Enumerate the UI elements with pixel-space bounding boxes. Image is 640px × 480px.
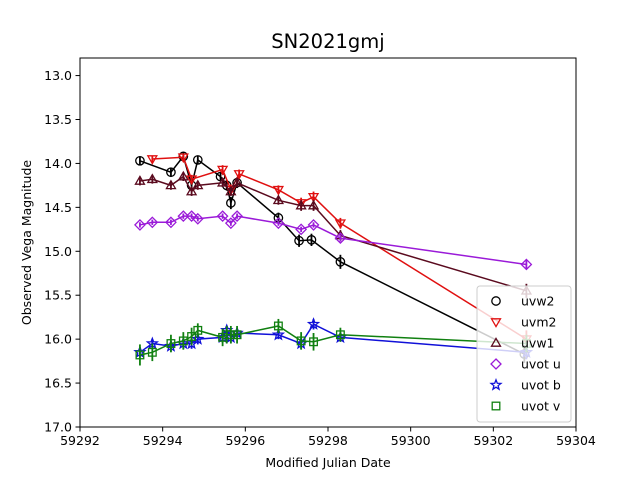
data-point <box>185 185 198 196</box>
data-point <box>335 256 346 267</box>
legend-marker <box>491 401 501 411</box>
data-point <box>307 199 320 210</box>
y-axis-ticks: 13.0 13.5 14.0 14.5 15.0 15.5 16.0 16.5 17.0 <box>44 68 80 435</box>
data-point <box>165 179 177 190</box>
x-tick-label: 59304 <box>556 433 596 448</box>
data-point <box>224 217 237 230</box>
data-point <box>216 165 229 176</box>
legend: uvw2 uvm2 uvw1 uvot u uvot b uvot v <box>476 285 572 423</box>
y-tick-label: 13.0 <box>44 68 72 83</box>
data-point <box>294 235 304 246</box>
data-point <box>146 216 159 229</box>
data-point <box>185 175 198 186</box>
x-tick-label: 59300 <box>391 433 431 448</box>
data-point <box>135 155 145 166</box>
x-tick-label: 59296 <box>225 433 265 448</box>
y-tick-label: 14.5 <box>44 200 72 215</box>
data-point <box>231 210 243 223</box>
data-point <box>272 194 285 205</box>
data-point <box>309 337 318 347</box>
data-point <box>166 167 176 178</box>
data-point <box>306 235 317 245</box>
series-uvot-v <box>135 318 531 366</box>
data-point <box>306 317 321 330</box>
legend-label: uvm2 <box>521 315 556 330</box>
legend-marker <box>491 296 501 306</box>
y-tick-label: 14.0 <box>44 156 72 171</box>
data-point <box>192 179 204 190</box>
data-point <box>147 347 157 357</box>
y-tick-label: 17.0 <box>44 420 72 435</box>
data-point <box>226 330 236 340</box>
data-point <box>520 258 533 271</box>
legend-marker <box>490 337 502 347</box>
data-point <box>231 176 243 187</box>
data-point <box>192 155 203 165</box>
x-tick-label: 59294 <box>143 433 183 448</box>
legend-marker <box>490 358 502 370</box>
legend-label: uvw2 <box>521 294 555 309</box>
legend-marker <box>489 377 503 391</box>
data-point <box>187 332 197 341</box>
data-point <box>135 350 145 360</box>
x-axis-label: Modified Julian Date <box>265 455 391 470</box>
data-point <box>226 198 236 208</box>
data-point <box>177 170 189 181</box>
data-point <box>335 330 345 340</box>
data-point <box>146 173 158 184</box>
x-tick-label: 59302 <box>473 433 513 448</box>
x-tick-label: 59298 <box>308 433 348 448</box>
data-point <box>185 210 198 223</box>
legend-label: uvot b <box>521 378 561 393</box>
data-point <box>296 336 306 346</box>
data-point <box>191 212 204 225</box>
legend-marker <box>490 318 502 328</box>
data-point <box>165 216 177 229</box>
data-point <box>166 339 176 348</box>
data-point <box>178 336 188 346</box>
x-tick-label: 59292 <box>60 433 100 448</box>
data-point <box>295 199 307 210</box>
legend-label: uvw1 <box>521 336 555 351</box>
plot-frame <box>79 57 577 428</box>
x-axis-ticks: 59292 59294 59296 59298 59300 59302 59304 <box>60 427 596 448</box>
y-tick-label: 15.0 <box>44 244 72 259</box>
data-point <box>273 321 283 331</box>
y-tick-label: 16.5 <box>44 376 72 391</box>
legend-label: uvot v <box>521 399 561 414</box>
data-point <box>146 155 158 165</box>
data-point <box>216 176 229 187</box>
data-point <box>191 332 205 345</box>
data-point <box>334 232 347 245</box>
data-point <box>216 210 229 223</box>
data-point <box>177 153 189 164</box>
data-point <box>271 327 286 341</box>
data-point <box>134 219 146 231</box>
data-point <box>177 210 190 223</box>
data-point <box>233 170 245 180</box>
data-point <box>232 330 242 340</box>
legend-label: uvot u <box>521 357 561 372</box>
y-tick-label: 16.0 <box>44 332 72 347</box>
data-point <box>334 219 347 230</box>
data-point <box>295 223 308 236</box>
series-uvot-u <box>134 210 533 271</box>
data-point <box>225 185 237 196</box>
series-line <box>139 215 527 266</box>
chart-title: SN2021gmj <box>271 30 384 53</box>
y-tick-label: 15.5 <box>44 288 72 303</box>
y-tick-label: 13.5 <box>44 112 72 127</box>
data-point <box>272 217 285 230</box>
data-point <box>272 185 285 196</box>
data-point <box>307 219 320 231</box>
data-point <box>193 325 203 335</box>
data-point <box>134 175 146 185</box>
y-axis-label: Observed Vega Magnitude <box>19 160 34 325</box>
data-point <box>307 192 320 203</box>
